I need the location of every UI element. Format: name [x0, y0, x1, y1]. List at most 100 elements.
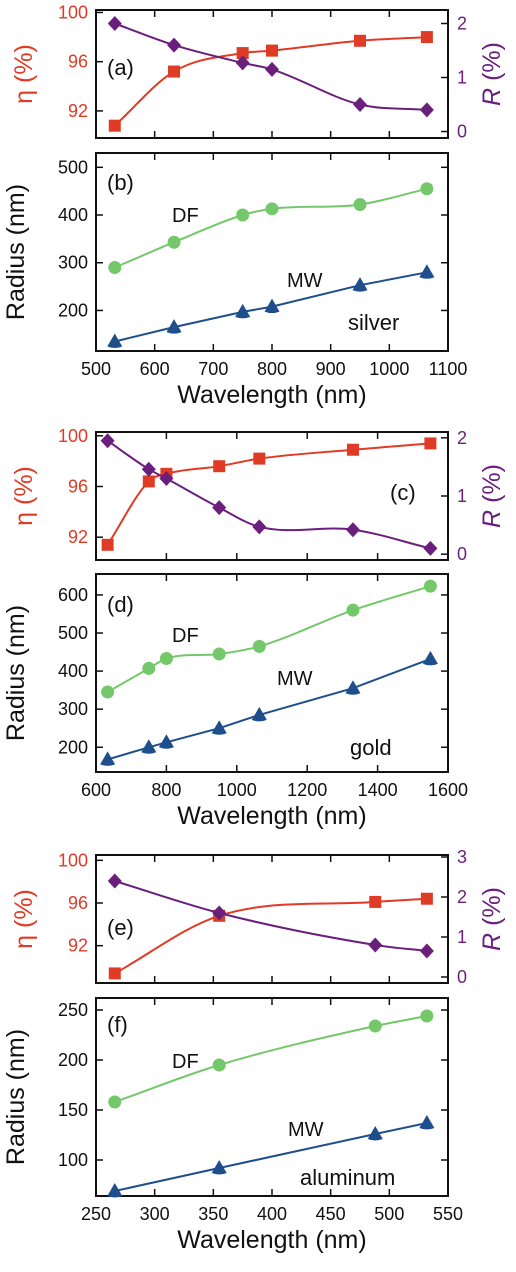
x-tick-label: 350 [198, 1204, 228, 1224]
series-line-mw [114, 1122, 428, 1192]
x-tick-label: 600 [81, 780, 111, 800]
panel-c: 92 96 100 0 1 2 η (%) R (%) (c) [10, 426, 506, 564]
panel-d: 600 800 1000 1200 1400 1600 200 300 400 500 600 Rad… [2, 573, 468, 830]
panel-label: (d) [107, 592, 134, 617]
y-tick-label: 200 [58, 737, 88, 757]
data-point-df [423, 579, 437, 593]
data-point-df [368, 1019, 382, 1033]
data-point-reflectance [212, 500, 227, 516]
data-point-reflectance [167, 37, 182, 53]
x-tick-label: 550 [433, 1204, 463, 1224]
data-point-df [346, 603, 360, 617]
y2-axis-label: R (%) [478, 887, 506, 951]
data-point-mw [107, 1183, 123, 1198]
x-tick-label: 1100 [429, 359, 468, 379]
y2-axis-label: R (%) [478, 42, 506, 106]
y-axis-label: η (%) [10, 889, 38, 949]
panel-label: (f) [107, 1012, 128, 1037]
data-point-efficiency [253, 452, 266, 465]
x-tick-label: 1200 [287, 780, 327, 800]
x-axis-label: Wavelength (nm) [177, 381, 366, 409]
y2-axis-label-var: R [478, 88, 506, 106]
data-point-reflectance [212, 905, 227, 921]
y-tick-label: 600 [58, 585, 88, 605]
y2-tick-label: 1 [457, 68, 467, 88]
data-point-efficiency [420, 31, 433, 44]
data-point-mw [211, 1160, 227, 1175]
y2-axis-label-unit: (%) [478, 887, 506, 933]
data-point-mw [158, 734, 174, 749]
data-point-mw [367, 1126, 383, 1141]
data-point-mw [419, 1115, 435, 1130]
data-point-mw [211, 720, 227, 735]
y-tick-label: 500 [58, 623, 88, 643]
series-label-df: DF [172, 625, 199, 647]
data-point-reflectance [159, 471, 174, 487]
series-line-reflectance [114, 880, 428, 952]
data-point-reflectance [368, 937, 383, 953]
y2-tick-label: 2 [457, 428, 467, 448]
material-label: gold [350, 735, 392, 760]
series-line-mw [114, 271, 428, 343]
data-point-mw [100, 751, 116, 766]
series-label-mw: MW [288, 1119, 324, 1141]
plot-frame [95, 854, 449, 984]
x-tick-label: 1000 [369, 359, 409, 379]
panel-e: 92 96 100 0 1 2 3 η (%) R (%) (e) [10, 847, 506, 987]
data-point-reflectance [235, 55, 250, 71]
data-point-efficiency [354, 34, 366, 47]
data-point-df [212, 647, 226, 661]
data-point-efficiency [266, 44, 278, 57]
data-point-mw [107, 333, 123, 348]
y2-axis-label-unit: (%) [478, 464, 506, 510]
x-tick-label: 1600 [428, 780, 468, 800]
y2-tick-label: 1 [457, 927, 467, 947]
data-point-reflectance [419, 102, 434, 118]
data-point-efficiency [168, 65, 181, 78]
data-point-mw [345, 680, 361, 695]
y2-tick-label: 2 [457, 14, 467, 34]
x-tick-label: 1400 [358, 780, 398, 800]
y-tick-label: 100 [58, 1150, 88, 1170]
data-point-df [108, 1095, 122, 1109]
data-point-mw [235, 303, 251, 319]
x-tick-label: 400 [257, 1204, 287, 1224]
data-point-efficiency [236, 47, 249, 60]
x-axis-label: Wavelength (nm) [177, 802, 366, 830]
data-point-df [142, 661, 156, 675]
data-point-mw [166, 319, 182, 334]
panel-f: 250 300 350 400 450 500 550 100 150 200 250 Radius … [2, 997, 463, 1254]
y-axis-label: η (%) [10, 466, 38, 526]
data-point-efficiency [108, 119, 121, 132]
x-tick-label: 450 [316, 1204, 346, 1224]
y-axis-label: Radius (nm) [2, 184, 30, 320]
panel-label: (e) [107, 915, 134, 940]
data-point-df [420, 182, 434, 196]
y-tick-label: 92 [68, 527, 88, 547]
y-tick-label: 92 [68, 101, 88, 121]
data-point-df [212, 1058, 226, 1072]
y-tick-label: 300 [58, 699, 88, 719]
material-label: silver [348, 310, 399, 335]
x-tick-label: 700 [198, 359, 228, 379]
material-label: aluminum [300, 1165, 395, 1190]
y-tick-label: 200 [58, 300, 88, 320]
y-tick-label: 96 [68, 893, 88, 913]
x-tick-label: 500 [81, 359, 111, 379]
x-tick-label: 600 [140, 359, 170, 379]
panel-label: (a) [107, 55, 134, 80]
y2-axis-label-var: R [478, 933, 506, 951]
series-line-df [107, 585, 431, 693]
y-tick-label: 100 [58, 850, 88, 870]
data-point-df [236, 208, 250, 222]
y2-tick-label: 2 [457, 887, 467, 907]
data-point-df [167, 235, 181, 249]
series-label-mw: MW [287, 270, 323, 292]
data-point-df [353, 198, 367, 212]
series-label-df: DF [172, 1051, 199, 1073]
data-point-mw [251, 706, 267, 722]
data-point-efficiency [424, 437, 437, 450]
y2-tick-label: 1 [457, 486, 467, 506]
data-point-efficiency [420, 892, 433, 905]
y2-axis-label-unit: (%) [478, 42, 506, 88]
